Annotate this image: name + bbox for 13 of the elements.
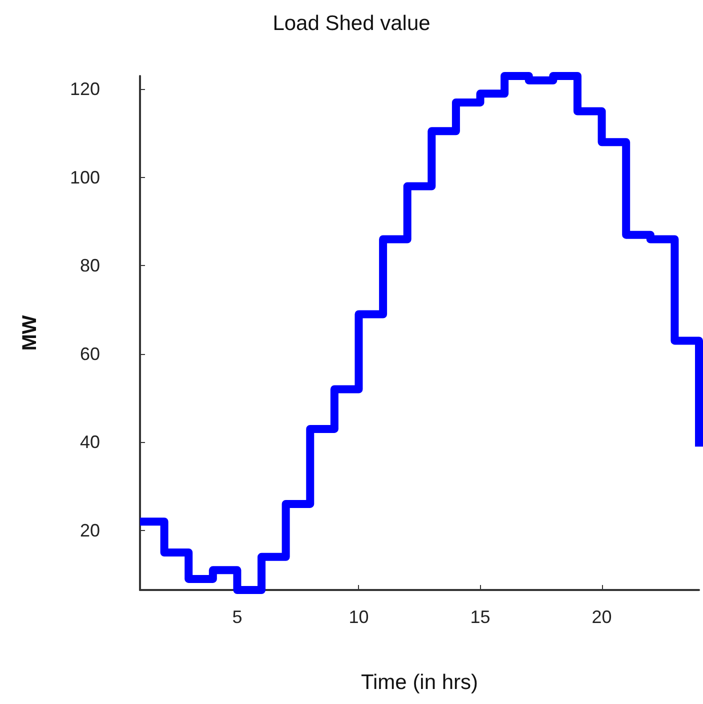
y-tick-label: 60 (80, 344, 100, 364)
x-tick-label: 5 (232, 607, 242, 627)
y-tick-label: 80 (80, 256, 100, 276)
y-tick-label: 100 (70, 167, 100, 188)
x-tick-label: 20 (592, 607, 612, 627)
y-tick-label: 40 (80, 432, 100, 452)
chart-title: Load Shed value (272, 12, 430, 35)
y-tick-label: 120 (70, 79, 100, 100)
x-tick-label: 15 (470, 607, 490, 627)
y-axis-title: MW (19, 315, 41, 351)
x-tick-label: 10 (348, 607, 369, 627)
x-axis-title: Time (in hrs) (360, 671, 478, 694)
y-tick-label: 20 (80, 520, 100, 540)
